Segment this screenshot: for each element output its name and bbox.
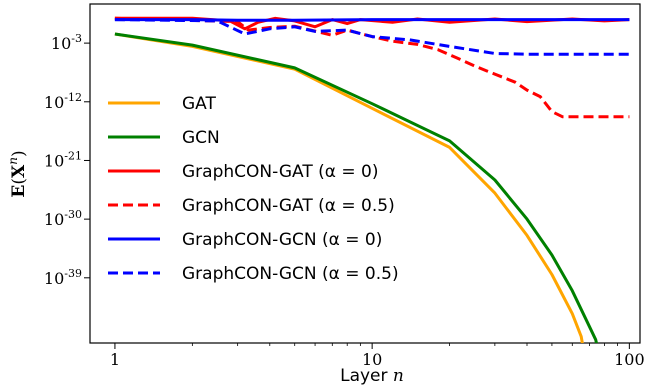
y-tick-label-2: 10-21 <box>44 149 82 170</box>
x-tick-label-2: 100 <box>614 350 645 369</box>
series-layer <box>114 16 630 343</box>
x-tick-label-1: 10 <box>362 350 382 369</box>
legend-label-gat: GAT <box>182 94 216 114</box>
y-tick-label-3: 10-30 <box>44 208 82 229</box>
legend-label-gc_gat_0: GraphCON-GAT (α = 0) <box>182 162 378 182</box>
y-tick-label-4: 10-39 <box>44 267 82 288</box>
legend-label-gc_gcn_0: GraphCON-GCN (α = 0) <box>182 230 382 250</box>
legend-label-gc_gat_05: GraphCON-GAT (α = 0.5) <box>182 196 395 216</box>
series-line-gc_gat_0 <box>114 16 630 31</box>
y-tick-label-1: 10-12 <box>44 91 82 112</box>
tick-layer: 1 10 100 10-3 10-12 10-21 10-30 10-39 <box>44 32 645 369</box>
x-axis-label: Layer n <box>340 366 404 385</box>
legend-label-gc_gcn_05: GraphCON-GCN (α = 0.5) <box>182 264 399 284</box>
legend: GAT GCN GraphCON-GAT (α = 0) GraphCON-GAT (… <box>108 94 399 284</box>
x-tick-label-0: 1 <box>110 350 120 369</box>
y-axis-label: E(Xn) <box>6 150 29 197</box>
series-line-gcn <box>114 32 598 343</box>
series-line-gc_gcn_0 <box>114 18 630 22</box>
plot-area <box>89 3 641 344</box>
legend-label-gcn: GCN <box>182 128 220 148</box>
y-tick-label-0: 10-3 <box>51 32 82 53</box>
